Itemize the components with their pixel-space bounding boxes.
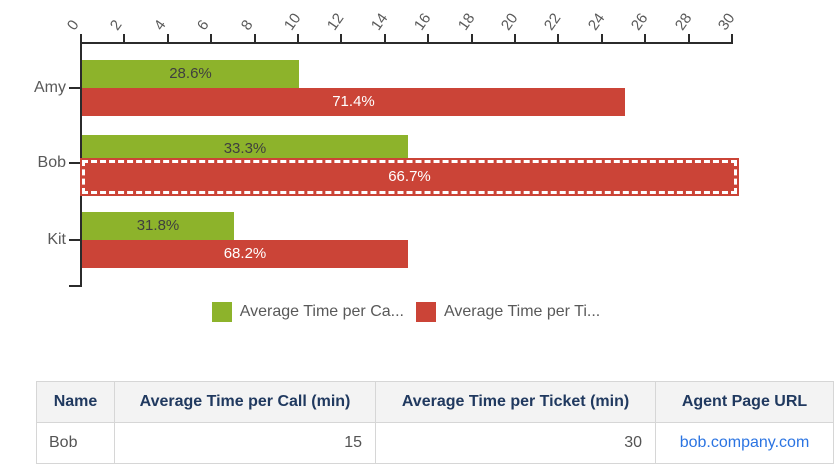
bar-kit-series0[interactable]: 31.8%: [82, 212, 234, 240]
x-axis-tick-label: 2: [107, 16, 126, 34]
x-axis-tick-label: 12: [324, 10, 348, 34]
category-label-amy: Amy: [34, 79, 66, 96]
x-axis-tick-label: 16: [411, 10, 435, 34]
category-label-bob: Bob: [37, 154, 66, 171]
x-axis-tick-label: 24: [584, 10, 609, 34]
bar-value-label: 33.3%: [223, 140, 267, 157]
legend-swatch-call: [211, 302, 232, 322]
category-tick: [69, 239, 82, 241]
category-label-kit: Kit: [47, 231, 66, 248]
x-axis-tick: [427, 34, 430, 42]
x-axis-tick: [470, 34, 473, 42]
x-axis-tick: [210, 34, 213, 42]
y-axis-end-tick: [69, 285, 82, 287]
x-axis-tick: [383, 34, 386, 42]
cell-ticket: 30: [375, 422, 656, 464]
cell-call: 15: [114, 422, 376, 464]
cell-url: bob.company.com: [655, 422, 834, 464]
x-axis-tick-label: 4: [150, 16, 170, 34]
chart-legend: Average Time per Ca... Average Time per …: [0, 302, 812, 322]
x-axis-tick: [644, 34, 647, 42]
x-axis-tick: [123, 34, 126, 42]
y-axis-line: [80, 42, 82, 287]
x-axis-tick-label: 0: [63, 16, 83, 34]
x-axis-tick-label: 28: [671, 10, 695, 34]
bar-value-label: 66.7%: [388, 168, 431, 185]
legend-item-ticket[interactable]: Average Time per Ti...: [416, 302, 600, 322]
bar-amy-series0[interactable]: 28.6%: [82, 60, 299, 88]
bar-value-label: 71.4%: [332, 93, 375, 110]
x-axis-tick-label: 20: [497, 10, 522, 34]
x-axis-tick-label: 26: [628, 10, 652, 34]
x-axis-tick: [600, 34, 603, 42]
x-axis-tick-label: 6: [194, 16, 213, 34]
x-axis-tick-label: 14: [367, 10, 392, 34]
col-header-call: Average Time per Call (min): [114, 381, 376, 423]
bar-bob-series1[interactable]: 66.7%: [82, 160, 737, 194]
x-axis-tick: [731, 34, 733, 42]
plot-area: 0 2 4 6 8 10 12 14 16 18 20 22 24 26 28 30 Amy Bob Kit 28.6…: [34, 10, 739, 287]
x-axis-tick-label: 22: [541, 10, 565, 34]
agent-data-table: Name Average Time per Call (min) Average…: [36, 381, 834, 464]
x-axis-tick-label: 8: [237, 16, 257, 34]
cell-name: Bob: [36, 422, 115, 464]
x-axis-tick: [253, 34, 256, 42]
category-tick: [69, 87, 82, 89]
bar-kit-series1[interactable]: 68.2%: [82, 240, 408, 268]
x-axis-tick: [687, 34, 690, 42]
x-axis-tick: [340, 34, 343, 42]
category-tick: [69, 162, 82, 164]
col-header-url: Agent Page URL: [655, 381, 834, 423]
legend-label-call: Average Time per Ca...: [239, 303, 404, 320]
x-axis-tick-label: 30: [714, 10, 739, 34]
bar-value-label: 28.6%: [169, 65, 212, 82]
x-axis-tick: [166, 34, 169, 42]
bar-value-label: 68.2%: [223, 245, 267, 262]
bar-value-label: 31.8%: [136, 217, 180, 234]
bar-amy-series1[interactable]: 71.4%: [82, 88, 625, 116]
x-axis-tick-label: 18: [454, 10, 478, 34]
x-axis-tick: [514, 34, 516, 42]
table-row-bob: Bob 15 30 bob.company.com: [36, 422, 834, 464]
col-header-name: Name: [36, 381, 115, 423]
agent-page-link[interactable]: bob.company.com: [679, 434, 810, 451]
x-axis-tick-label: 10: [280, 10, 305, 34]
x-axis-tick: [297, 34, 299, 42]
legend-item-call[interactable]: Average Time per Ca...: [211, 302, 404, 322]
x-axis-line: [80, 42, 733, 44]
bar-bob-series0[interactable]: 33.3%: [82, 135, 408, 163]
x-axis-tick: [557, 34, 560, 42]
legend-label-ticket: Average Time per Ti...: [444, 303, 601, 320]
col-header-ticket: Average Time per Ticket (min): [375, 381, 656, 423]
x-axis-tick: [80, 34, 82, 42]
table-header-row: Name Average Time per Call (min) Average…: [36, 381, 834, 423]
legend-swatch-ticket: [416, 302, 436, 322]
